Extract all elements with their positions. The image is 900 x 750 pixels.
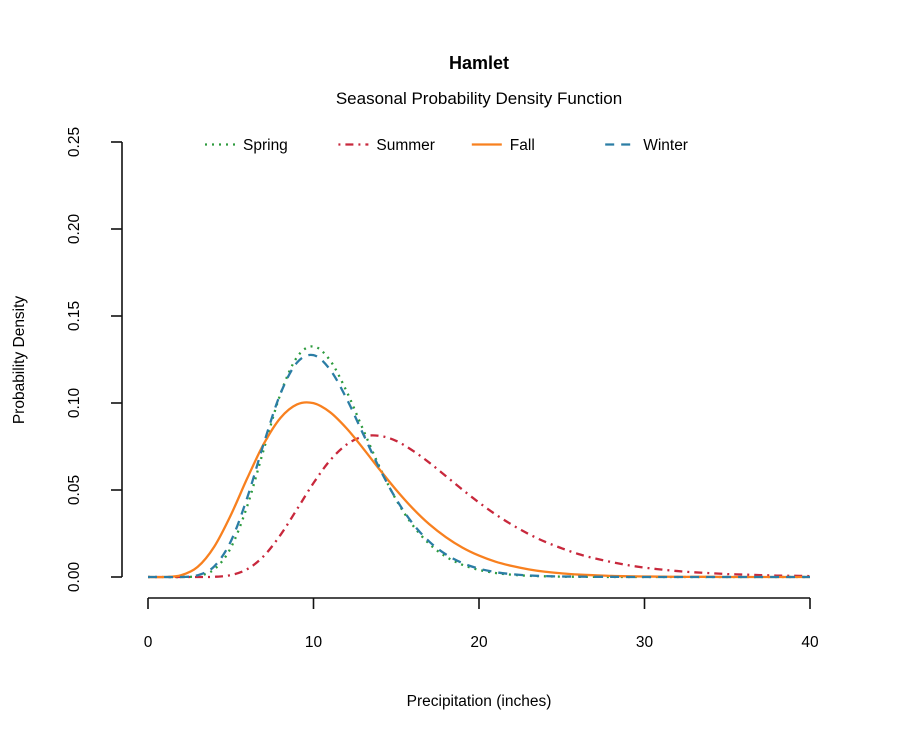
y-tick-label: 0.10	[66, 388, 83, 419]
plot-area	[147, 345, 811, 579]
legend-label: Winter	[643, 137, 688, 154]
curve-spring	[148, 345, 810, 579]
legend-label: Fall	[510, 137, 535, 154]
chart-subtitle: Seasonal Probability Density Function	[336, 89, 622, 108]
x-axis: 0 10 20 30 40	[144, 597, 819, 651]
x-tick-label: 10	[305, 634, 323, 651]
curve-fall	[147, 401, 810, 579]
legend-label: Spring	[243, 137, 288, 154]
y-tick-label: 0.20	[66, 214, 83, 245]
y-tick-label: 0.05	[66, 475, 83, 505]
legend-item-winter: Winter	[605, 137, 688, 154]
legend-item-summer: Summer	[338, 137, 435, 154]
legend-item-spring: Spring	[205, 137, 288, 154]
y-tick-label: 0.15	[66, 301, 83, 331]
x-tick-label: 30	[636, 634, 654, 651]
x-axis-label: Precipitation (inches)	[407, 693, 552, 710]
y-axis: 0.00 0.05 0.10 0.15 0.20 0.25	[66, 127, 123, 593]
chart-title: Hamlet	[449, 53, 509, 73]
legend-item-fall: Fall	[471, 137, 535, 154]
y-tick-label: 0.25	[66, 127, 83, 157]
x-tick-label: 40	[801, 634, 819, 651]
curve-summer	[148, 434, 811, 579]
y-axis-label: Probability Density	[11, 296, 28, 425]
x-tick-label: 20	[470, 634, 488, 651]
x-tick-label: 0	[144, 634, 153, 651]
y-tick-label: 0.00	[66, 562, 83, 593]
legend-label: Summer	[376, 137, 435, 154]
legend: Spring Summer Fall Winter	[205, 137, 688, 154]
curve-winter	[148, 353, 810, 579]
